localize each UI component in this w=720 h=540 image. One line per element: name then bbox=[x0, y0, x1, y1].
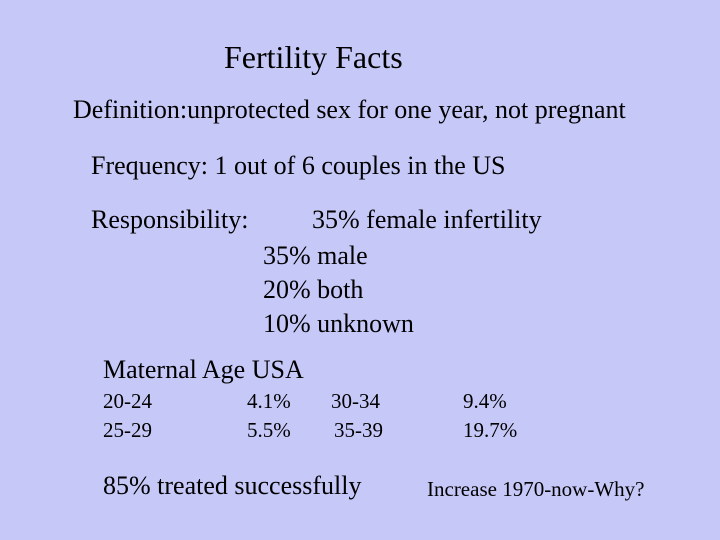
age-percent: 4.1% bbox=[247, 389, 291, 413]
responsibility-unknown: 10% unknown bbox=[263, 309, 414, 338]
treated-text: 85% treated successfully bbox=[103, 471, 362, 500]
responsibility-female: 35% female infertility bbox=[312, 205, 542, 234]
age-percent: 9.4% bbox=[463, 389, 507, 413]
definition-text: Definition:unprotected sex for one year,… bbox=[73, 95, 626, 124]
slide-title: Fertility Facts bbox=[224, 39, 403, 75]
age-range: 25-29 bbox=[103, 418, 152, 442]
maternal-age-title: Maternal Age USA bbox=[103, 355, 304, 384]
age-percent: 19.7% bbox=[463, 418, 518, 442]
responsibility-label: Responsibility: bbox=[91, 205, 249, 234]
responsibility-both: 20% both bbox=[263, 275, 364, 304]
age-range: 20-24 bbox=[103, 389, 152, 413]
age-range: 35-39 bbox=[334, 418, 383, 442]
increase-text: Increase 1970-now-Why? bbox=[427, 477, 645, 501]
responsibility-male: 35% male bbox=[263, 241, 368, 270]
frequency-text: Frequency: 1 out of 6 couples in the US bbox=[91, 151, 506, 180]
age-range: 30-34 bbox=[331, 389, 380, 413]
age-percent: 5.5% bbox=[247, 418, 291, 442]
